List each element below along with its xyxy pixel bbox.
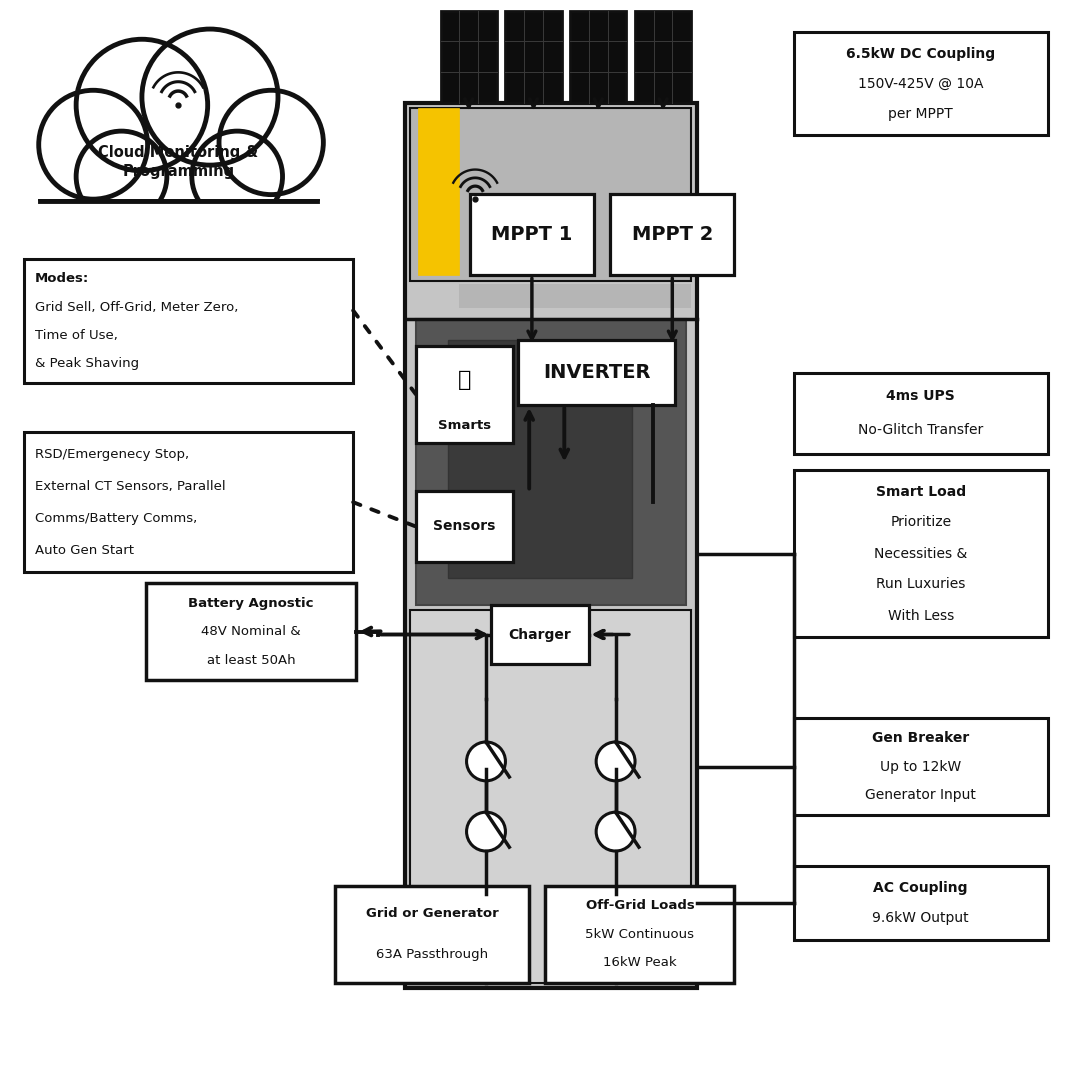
Text: MPPT 1: MPPT 1 — [491, 226, 572, 244]
FancyBboxPatch shape — [24, 259, 353, 383]
Text: INVERTER: INVERTER — [543, 363, 650, 382]
FancyBboxPatch shape — [610, 194, 734, 275]
FancyBboxPatch shape — [794, 32, 1048, 135]
Text: Off-Grid Loads: Off-Grid Loads — [585, 900, 694, 913]
Text: 150V-425V @ 10A: 150V-425V @ 10A — [858, 77, 984, 91]
Circle shape — [219, 91, 323, 194]
Circle shape — [192, 131, 283, 221]
FancyBboxPatch shape — [418, 108, 459, 275]
Text: Charger: Charger — [509, 627, 571, 642]
Text: RSD/Emergenecy Stop,: RSD/Emergenecy Stop, — [35, 448, 189, 461]
Circle shape — [467, 812, 505, 851]
Circle shape — [141, 29, 278, 165]
Text: Battery Agnostic: Battery Agnostic — [188, 597, 314, 610]
Text: Smarts: Smarts — [437, 419, 491, 432]
FancyBboxPatch shape — [545, 886, 734, 983]
FancyBboxPatch shape — [146, 583, 356, 680]
Text: Time of Use,: Time of Use, — [35, 329, 118, 342]
Text: 48V Nominal &: 48V Nominal & — [201, 625, 301, 638]
Text: Up to 12kW: Up to 12kW — [880, 760, 961, 773]
Text: No-Glitch Transfer: No-Glitch Transfer — [859, 423, 983, 437]
Circle shape — [467, 742, 505, 781]
FancyBboxPatch shape — [29, 201, 327, 256]
Text: Gen Breaker: Gen Breaker — [872, 731, 970, 745]
Text: & Peak Shaving: & Peak Shaving — [35, 357, 138, 370]
Text: 9.6kW Output: 9.6kW Output — [873, 912, 969, 926]
Text: per MPPT: per MPPT — [889, 107, 953, 121]
FancyBboxPatch shape — [416, 491, 513, 562]
FancyBboxPatch shape — [416, 319, 686, 605]
Text: Grid Sell, Off-Grid, Meter Zero,: Grid Sell, Off-Grid, Meter Zero, — [35, 300, 238, 313]
Text: 5kW Continuous: 5kW Continuous — [585, 928, 694, 941]
FancyBboxPatch shape — [635, 11, 691, 103]
FancyBboxPatch shape — [410, 108, 691, 281]
FancyBboxPatch shape — [441, 11, 497, 103]
FancyBboxPatch shape — [40, 156, 316, 201]
Text: AC Coupling: AC Coupling — [874, 880, 968, 894]
Text: Auto Gen Start: Auto Gen Start — [35, 543, 134, 556]
Text: Modes:: Modes: — [35, 272, 89, 285]
Circle shape — [596, 742, 635, 781]
FancyBboxPatch shape — [570, 11, 626, 103]
Text: Smart Load: Smart Load — [876, 485, 966, 499]
Circle shape — [76, 39, 207, 171]
Text: Necessities &: Necessities & — [874, 546, 968, 561]
Circle shape — [596, 812, 635, 851]
Text: Sensors: Sensors — [433, 519, 496, 534]
Text: 🧠: 🧠 — [458, 369, 471, 390]
Text: Comms/Battery Comms,: Comms/Battery Comms, — [35, 512, 197, 525]
Text: 4ms UPS: 4ms UPS — [887, 389, 955, 403]
FancyBboxPatch shape — [794, 470, 1048, 637]
FancyBboxPatch shape — [416, 346, 513, 443]
FancyBboxPatch shape — [505, 11, 562, 103]
Text: Generator Input: Generator Input — [865, 788, 976, 802]
FancyBboxPatch shape — [794, 373, 1048, 454]
Text: 16kW Peak: 16kW Peak — [603, 956, 677, 969]
Text: 6.5kW DC Coupling: 6.5kW DC Coupling — [846, 46, 996, 60]
Text: Run Luxuries: Run Luxuries — [876, 578, 966, 592]
FancyBboxPatch shape — [448, 340, 632, 578]
FancyBboxPatch shape — [410, 610, 691, 983]
Text: Prioritize: Prioritize — [890, 515, 951, 529]
Text: External CT Sensors, Parallel: External CT Sensors, Parallel — [35, 480, 226, 492]
FancyBboxPatch shape — [335, 886, 529, 983]
FancyBboxPatch shape — [794, 718, 1048, 815]
Text: Grid or Generator: Grid or Generator — [366, 907, 498, 920]
Circle shape — [39, 91, 148, 199]
Text: Cloud Monitoring &
Programming: Cloud Monitoring & Programming — [98, 145, 258, 179]
Text: MPPT 2: MPPT 2 — [632, 226, 713, 244]
FancyBboxPatch shape — [491, 605, 589, 664]
FancyBboxPatch shape — [405, 103, 697, 988]
Circle shape — [76, 131, 167, 221]
Text: at least 50Ah: at least 50Ah — [206, 653, 296, 666]
FancyBboxPatch shape — [24, 432, 353, 572]
FancyBboxPatch shape — [794, 866, 1048, 940]
Text: 63A Passthrough: 63A Passthrough — [376, 948, 488, 961]
Text: With Less: With Less — [888, 608, 954, 622]
FancyBboxPatch shape — [470, 194, 594, 275]
FancyBboxPatch shape — [518, 340, 675, 405]
FancyBboxPatch shape — [459, 284, 691, 308]
